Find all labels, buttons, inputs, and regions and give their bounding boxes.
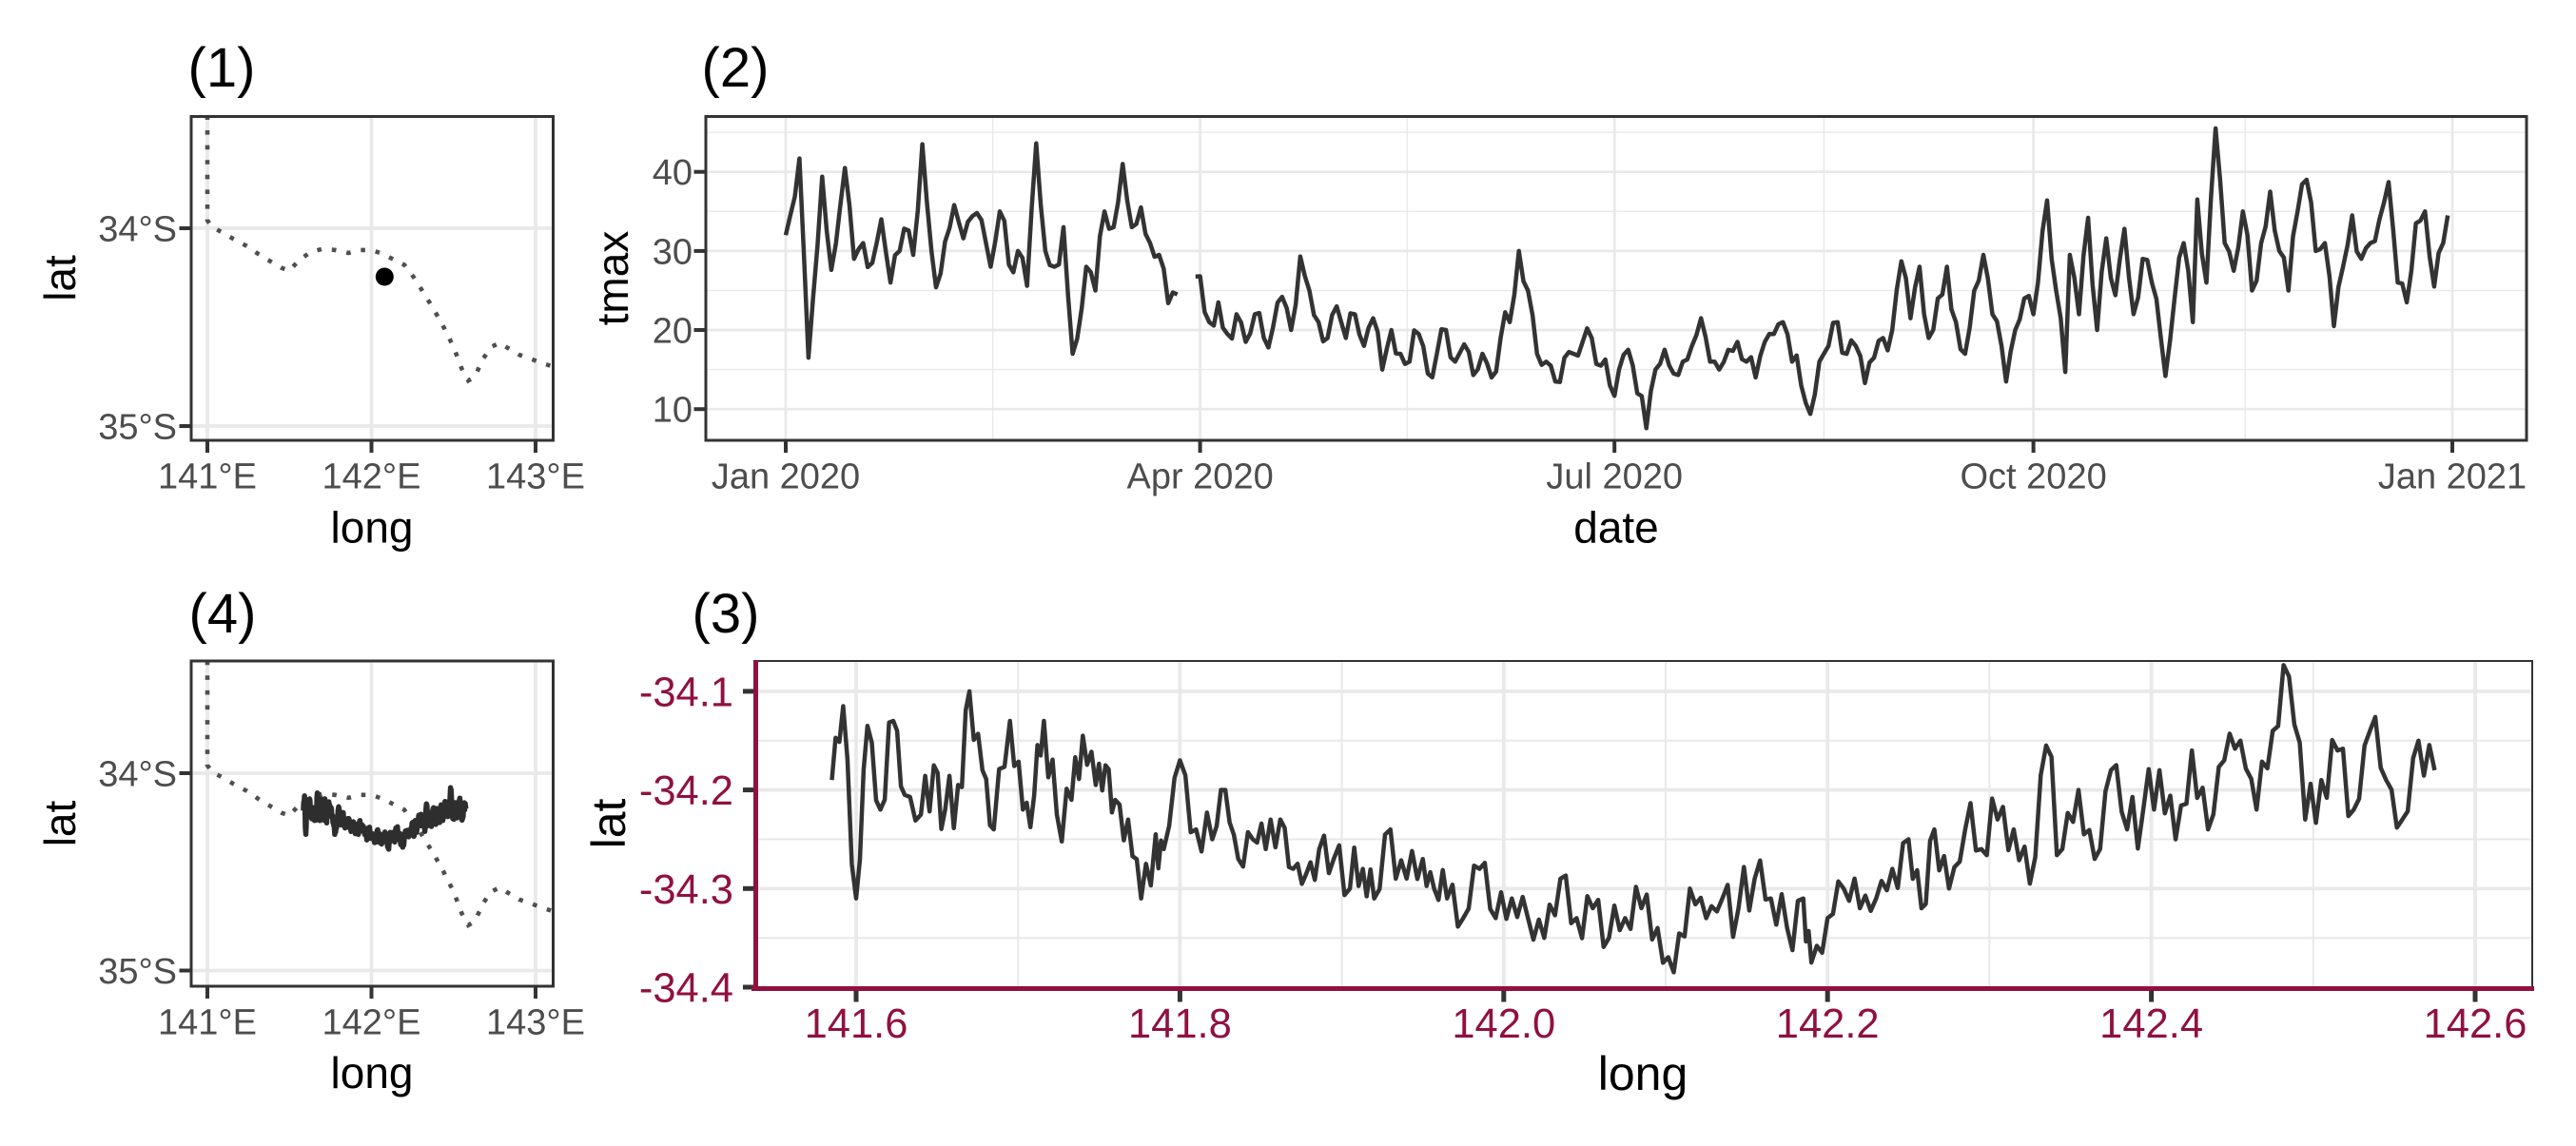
svg-text:141°E: 141°E	[158, 457, 257, 497]
svg-text:141.6: 141.6	[805, 1001, 908, 1047]
svg-text:10: 10	[653, 391, 693, 431]
svg-text:Oct 2020: Oct 2020	[1961, 457, 2107, 497]
svg-text:142.6: 142.6	[2424, 1001, 2527, 1047]
svg-text:Jul 2020: Jul 2020	[1546, 457, 1683, 497]
svg-text:date: date	[1573, 503, 1659, 553]
svg-text:(2): (2)	[702, 37, 770, 99]
svg-text:(1): (1)	[188, 37, 256, 99]
svg-text:142.2: 142.2	[1776, 1001, 1880, 1047]
svg-text:Apr 2020: Apr 2020	[1126, 457, 1273, 497]
svg-text:-34.4: -34.4	[639, 966, 733, 1012]
svg-text:30: 30	[653, 232, 693, 272]
svg-text:141°E: 141°E	[158, 1003, 257, 1043]
svg-text:143°E: 143°E	[486, 1003, 585, 1043]
svg-text:142°E: 142°E	[322, 457, 421, 497]
svg-text:long: long	[1598, 1047, 1688, 1100]
svg-text:142.4: 142.4	[2099, 1001, 2203, 1047]
svg-text:34°S: 34°S	[98, 210, 177, 250]
svg-text:lat: lat	[35, 800, 85, 846]
svg-text:-34.2: -34.2	[639, 768, 733, 814]
svg-text:40: 40	[653, 153, 693, 193]
svg-text:long: long	[331, 503, 414, 553]
svg-text:(4): (4)	[189, 583, 257, 645]
svg-text:long: long	[331, 1048, 414, 1097]
svg-text:141.8: 141.8	[1128, 1001, 1232, 1047]
svg-text:-34.1: -34.1	[639, 670, 733, 715]
svg-text:35°S: 35°S	[98, 952, 177, 992]
svg-text:34°S: 34°S	[98, 755, 177, 795]
svg-text:(3): (3)	[693, 583, 760, 645]
svg-text:20: 20	[653, 312, 693, 352]
svg-text:lat: lat	[35, 255, 85, 301]
svg-text:lat: lat	[582, 798, 635, 848]
svg-text:tmax: tmax	[588, 231, 637, 326]
svg-text:-34.3: -34.3	[639, 867, 733, 913]
svg-text:143°E: 143°E	[486, 457, 585, 497]
svg-text:35°S: 35°S	[98, 408, 177, 448]
svg-text:Jan 2021: Jan 2021	[2378, 457, 2527, 497]
svg-text:142.0: 142.0	[1452, 1001, 1555, 1047]
svg-text:Jan 2020: Jan 2020	[712, 457, 860, 497]
svg-text:142°E: 142°E	[322, 1003, 421, 1043]
